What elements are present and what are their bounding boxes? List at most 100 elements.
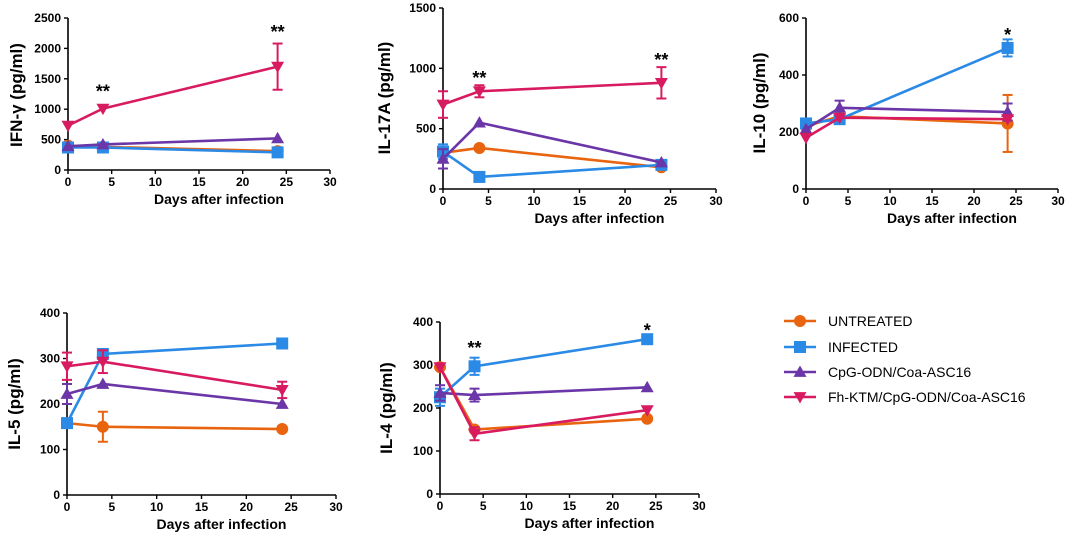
x-tick-label: 10: [150, 500, 164, 514]
y-tick-label: 0: [53, 488, 60, 502]
y-tick-label: 0: [429, 182, 436, 196]
data-point: [436, 152, 450, 164]
legend-marker: [793, 392, 807, 404]
data-point: [96, 420, 109, 433]
data-point: [1001, 41, 1014, 54]
y-tick-label: 200: [40, 397, 60, 411]
x-tick-label: 25: [1009, 194, 1023, 208]
y-tick-label: 600: [779, 11, 799, 25]
y-tick-label: 0: [792, 182, 799, 196]
significance-label: **: [472, 68, 486, 88]
x-tick-label: 5: [108, 500, 115, 514]
data-point: [468, 360, 481, 373]
data-point: [473, 141, 486, 154]
y-axis-title: IFN-γ (pg/ml): [7, 43, 26, 147]
significance-label: **: [654, 50, 668, 70]
y-axis-title: IL-17A (pg/ml): [375, 42, 394, 155]
x-tick-label: 10: [527, 194, 541, 208]
data-point: [833, 112, 847, 125]
legend-item-cpg-odn-coa-asc16: CpG-ODN/Coa-ASC16: [784, 364, 971, 380]
x-tick-label: 30: [323, 175, 337, 189]
y-axis-title: IL-10 (pg/ml): [750, 52, 769, 153]
legend-marker: [793, 365, 807, 377]
x-tick-label: 5: [108, 175, 115, 189]
series-infected: [61, 337, 289, 430]
chart-ifng: 0 500 1000 1500 2000 2500 0 5 10 15 20 25 30 Days aft…: [7, 11, 337, 207]
x-tick-label: 10: [520, 499, 534, 513]
data-point: [473, 170, 486, 183]
x-tick-label: 25: [280, 175, 294, 189]
y-tick-label: 300: [413, 358, 433, 372]
data-point: [271, 61, 285, 74]
x-tick-label: 0: [437, 499, 444, 513]
x-tick-label: 30: [692, 499, 706, 513]
x-tick-label: 15: [563, 499, 577, 513]
x-tick-label: 30: [329, 500, 343, 514]
x-tick-label: 20: [606, 499, 620, 513]
x-tick-label: 10: [149, 175, 163, 189]
data-point: [433, 362, 447, 374]
y-tick-label: 0: [54, 163, 61, 177]
y-tick-label: 0: [426, 487, 433, 501]
x-tick-label: 30: [709, 194, 723, 208]
x-axis-title: Days after infection: [887, 210, 1017, 226]
data-point: [60, 361, 74, 373]
legend-item-infected: INFECTED: [784, 339, 898, 355]
x-tick-label: 5: [845, 194, 852, 208]
data-point: [271, 146, 284, 159]
significance-label: **: [96, 82, 110, 102]
data-point: [61, 417, 73, 430]
y-tick-label: 300: [40, 352, 60, 366]
x-tick-label: 0: [440, 194, 447, 208]
x-axis-title: Days after infection: [535, 210, 665, 226]
data-point: [640, 405, 654, 417]
data-point: [833, 101, 847, 113]
y-axis-title: IL-5 (pg/ml): [5, 358, 24, 450]
x-tick-label: 5: [480, 499, 487, 513]
data-point: [1001, 114, 1015, 126]
legend-label: Fh-KTM/CpG-ODN/Coa-ASC16: [828, 389, 1026, 405]
data-point: [641, 333, 654, 346]
series-infected: [800, 38, 1014, 130]
y-tick-label: 1000: [409, 61, 436, 75]
data-point: [641, 412, 654, 425]
significance-label: *: [644, 321, 651, 341]
y-tick-label: 100: [413, 444, 433, 458]
x-tick-label: 15: [195, 500, 209, 514]
data-point: [271, 131, 285, 144]
series-fh-ktm-cpg-odn-coa-asc16: [799, 112, 1015, 145]
y-axis-title: IL-4 (pg/ml): [377, 362, 396, 454]
x-tick-label: 25: [649, 499, 663, 513]
series-fh-ktm-cpg-odn-coa-asc16: [60, 349, 289, 400]
data-point: [799, 132, 813, 145]
legend-item-untreated: UNTREATED: [784, 313, 913, 329]
x-axis-title: Days after infection: [525, 515, 655, 531]
x-tick-label: 0: [64, 500, 71, 514]
x-tick-label: 20: [236, 175, 250, 189]
series-fh-ktm-cpg-odn-coa-asc16: [61, 42, 285, 133]
chart-il10: 0 200 400 600 0 5 10 15 20 25 30 Days after infecti…: [750, 11, 1065, 226]
data-point: [799, 122, 813, 135]
y-tick-label: 1500: [34, 72, 61, 86]
data-point: [275, 397, 289, 409]
x-tick-label: 25: [284, 500, 298, 514]
chart-il4: 0 100 200 300 400 0 5 10 15 20 25 30 Days after infe…: [377, 315, 706, 531]
legend-label: UNTREATED: [828, 313, 913, 329]
data-point: [468, 388, 482, 400]
x-tick-label: 5: [485, 194, 492, 208]
legend-marker: [794, 341, 806, 353]
y-tick-label: 500: [416, 122, 436, 136]
x-axis-title: Days after infection: [154, 191, 284, 207]
legend-marker: [794, 315, 806, 327]
x-tick-label: 20: [240, 500, 254, 514]
series-untreated: [437, 141, 668, 174]
data-point: [654, 155, 668, 168]
data-point: [96, 356, 110, 369]
x-axis-title: Days after infection: [157, 516, 287, 532]
data-point: [472, 116, 486, 128]
y-tick-label: 400: [40, 306, 60, 320]
y-tick-label: 400: [779, 68, 799, 82]
y-tick-label: 1000: [34, 102, 61, 116]
y-tick-label: 200: [413, 401, 433, 415]
